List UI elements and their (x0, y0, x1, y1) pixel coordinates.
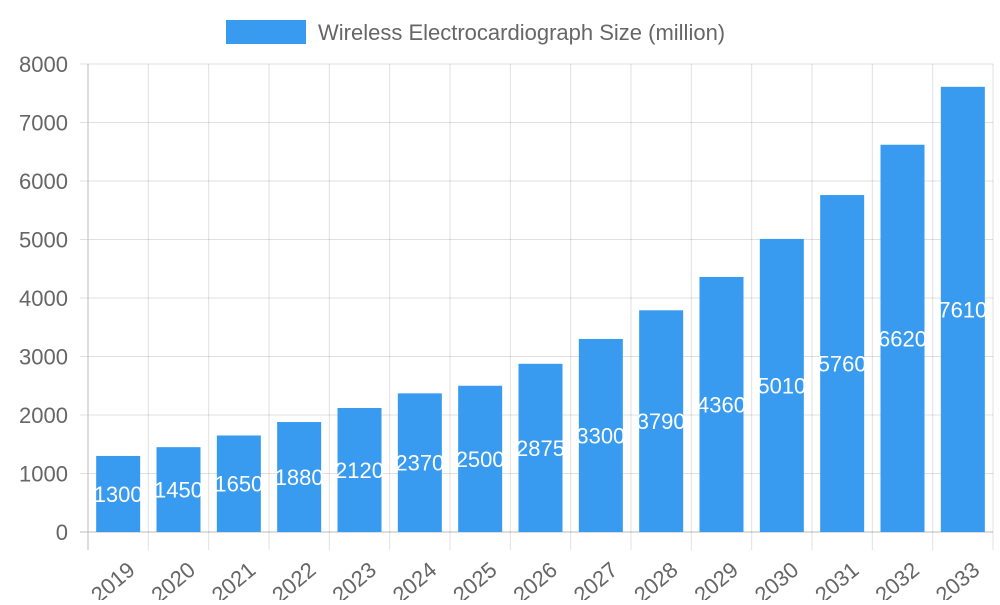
data-label: 2370 (395, 451, 444, 476)
y-tick-label: 5000 (19, 228, 68, 253)
bar-2027 (578, 338, 623, 532)
x-tick-label: 2033 (931, 557, 985, 600)
x-tick-label: 2019 (86, 557, 140, 600)
x-tick-label: 2021 (207, 557, 261, 600)
data-label: 6620 (878, 326, 927, 351)
bar-2021 (216, 435, 261, 532)
data-label: 3300 (576, 423, 625, 448)
x-tick-label: 2032 (870, 557, 924, 600)
y-tick-label: 4000 (19, 286, 68, 311)
bars (96, 86, 985, 533)
data-label: 1880 (275, 465, 324, 490)
data-label: 3790 (637, 409, 686, 434)
grid (80, 63, 994, 550)
x-tick-label: 2031 (810, 557, 864, 600)
data-label: 4360 (697, 392, 746, 417)
legend-swatch (226, 20, 306, 44)
bar-2030 (759, 238, 804, 533)
y-tick-label: 2000 (19, 403, 68, 428)
bar-2023 (337, 407, 382, 532)
x-tick-label: 2022 (267, 557, 321, 600)
x-tick-label: 2028 (629, 557, 683, 600)
bar-2029 (699, 276, 744, 532)
data-label: 7610 (938, 297, 987, 322)
x-tick-label: 2029 (689, 557, 743, 600)
bar-2019 (96, 455, 141, 532)
data-label: 1450 (154, 478, 203, 503)
y-tick-label: 0 (56, 520, 68, 545)
y-tick-label: 8000 (19, 52, 68, 77)
data-label: 2120 (335, 458, 384, 483)
data-label: 5760 (818, 352, 867, 377)
x-tick-label: 2024 (388, 557, 442, 600)
data-labels: 1300 1450 1650 1880 2120 2370 2500 2875 3300 3790… (94, 297, 988, 507)
bar-2031 (820, 195, 865, 533)
data-label: 2875 (516, 436, 565, 461)
bar-2020 (156, 447, 201, 532)
data-label: 2500 (456, 447, 505, 472)
x-tick-label: 2030 (750, 557, 804, 600)
data-label: 1300 (94, 482, 143, 507)
y-tick-label: 3000 (19, 345, 68, 370)
bar-2025 (458, 385, 503, 532)
legend[interactable]: Wireless Electrocardiograph Size (millio… (226, 20, 725, 45)
data-label: 1650 (214, 472, 263, 497)
legend-label: Wireless Electrocardiograph Size (millio… (318, 20, 725, 45)
y-tick-label: 7000 (19, 111, 68, 136)
y-tick-label: 6000 (19, 169, 68, 194)
bar-2033 (940, 86, 985, 532)
x-tick-label: 2026 (508, 557, 562, 600)
bar-2028 (639, 310, 684, 532)
x-tick-label: 2025 (448, 557, 502, 600)
x-tick-label: 2027 (569, 557, 623, 600)
bar-2024 (397, 393, 442, 532)
y-tick-label: 1000 (19, 462, 68, 487)
bar-2032 (880, 144, 925, 533)
x-tick-label: 2023 (327, 557, 381, 600)
bar-2026 (518, 363, 563, 532)
data-label: 5010 (757, 373, 806, 398)
x-tick-label: 2020 (146, 557, 200, 600)
bar-2022 (277, 422, 322, 532)
